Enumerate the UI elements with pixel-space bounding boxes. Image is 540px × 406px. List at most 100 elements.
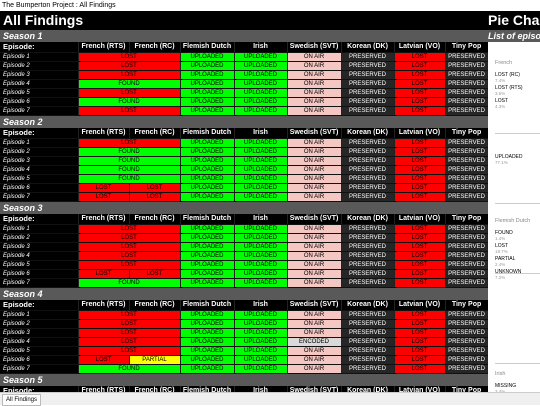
- french-status-cell[interactable]: FOUND: [78, 97, 181, 107]
- french-rc-cell[interactable]: LOST: [129, 192, 181, 202]
- korean-cell[interactable]: PRESERVED: [341, 328, 395, 338]
- irish-cell[interactable]: UPLOADED: [234, 138, 288, 148]
- flemish-cell[interactable]: UPLOADED: [180, 174, 235, 184]
- swedish-cell[interactable]: ON AIR: [287, 260, 342, 270]
- episode-label[interactable]: Episode 6: [0, 269, 79, 279]
- tiny-pop-cell[interactable]: PRESERVED: [445, 278, 488, 288]
- episode-label[interactable]: Episode 4: [0, 165, 79, 175]
- latvian-cell[interactable]: LOST: [394, 328, 446, 338]
- tiny-pop-cell[interactable]: PRESERVED: [445, 138, 488, 148]
- latvian-cell[interactable]: LOST: [394, 251, 446, 261]
- flemish-cell[interactable]: UPLOADED: [180, 192, 235, 202]
- episode-label[interactable]: Episode 7: [0, 192, 79, 202]
- swedish-cell[interactable]: ON AIR: [287, 355, 342, 365]
- latvian-cell[interactable]: LOST: [394, 355, 446, 365]
- french-status-cell[interactable]: LOST: [78, 242, 181, 252]
- latvian-cell[interactable]: LOST: [394, 165, 446, 175]
- episode-label[interactable]: Episode 4: [0, 251, 79, 261]
- french-status-cell[interactable]: LOST: [78, 346, 181, 356]
- flemish-cell[interactable]: UPLOADED: [180, 79, 235, 89]
- tiny-pop-cell[interactable]: PRESERVED: [445, 192, 488, 202]
- tiny-pop-cell[interactable]: PRESERVED: [445, 70, 488, 80]
- tiny-pop-cell[interactable]: PRESERVED: [445, 156, 488, 166]
- flemish-cell[interactable]: UPLOADED: [180, 337, 235, 347]
- episode-label[interactable]: Episode 5: [0, 174, 79, 184]
- episode-label[interactable]: Episode 5: [0, 346, 79, 356]
- korean-cell[interactable]: PRESERVED: [341, 192, 395, 202]
- korean-cell[interactable]: PRESERVED: [341, 242, 395, 252]
- episode-label[interactable]: Episode 1: [0, 224, 79, 234]
- flemish-cell[interactable]: UPLOADED: [180, 355, 235, 365]
- french-status-cell[interactable]: LOST: [78, 337, 181, 347]
- tiny-pop-cell[interactable]: PRESERVED: [445, 147, 488, 157]
- korean-cell[interactable]: PRESERVED: [341, 147, 395, 157]
- irish-cell[interactable]: UPLOADED: [234, 319, 288, 329]
- tiny-pop-cell[interactable]: PRESERVED: [445, 269, 488, 279]
- swedish-cell[interactable]: ON AIR: [287, 138, 342, 148]
- tiny-pop-cell[interactable]: PRESERVED: [445, 251, 488, 261]
- korean-cell[interactable]: PRESERVED: [341, 106, 395, 116]
- swedish-cell[interactable]: ON AIR: [287, 346, 342, 356]
- swedish-cell[interactable]: ON AIR: [287, 319, 342, 329]
- french-status-cell[interactable]: LOST: [78, 233, 181, 243]
- swedish-cell[interactable]: ON AIR: [287, 251, 342, 261]
- flemish-cell[interactable]: UPLOADED: [180, 88, 235, 98]
- latvian-cell[interactable]: LOST: [394, 346, 446, 356]
- irish-cell[interactable]: UPLOADED: [234, 355, 288, 365]
- latvian-cell[interactable]: LOST: [394, 97, 446, 107]
- tiny-pop-cell[interactable]: PRESERVED: [445, 106, 488, 116]
- korean-cell[interactable]: PRESERVED: [341, 269, 395, 279]
- latvian-cell[interactable]: LOST: [394, 278, 446, 288]
- episode-label[interactable]: Episode 2: [0, 319, 79, 329]
- latvian-cell[interactable]: LOST: [394, 260, 446, 270]
- irish-cell[interactable]: UPLOADED: [234, 79, 288, 89]
- flemish-cell[interactable]: UPLOADED: [180, 269, 235, 279]
- french-status-cell[interactable]: LOST: [78, 70, 181, 80]
- episode-label[interactable]: Episode 2: [0, 61, 79, 71]
- irish-cell[interactable]: UPLOADED: [234, 269, 288, 279]
- irish-cell[interactable]: UPLOADED: [234, 61, 288, 71]
- korean-cell[interactable]: PRESERVED: [341, 278, 395, 288]
- french-status-cell[interactable]: LOST: [78, 138, 181, 148]
- irish-cell[interactable]: UPLOADED: [234, 165, 288, 175]
- swedish-cell[interactable]: ON AIR: [287, 156, 342, 166]
- flemish-cell[interactable]: UPLOADED: [180, 260, 235, 270]
- flemish-cell[interactable]: UPLOADED: [180, 278, 235, 288]
- tiny-pop-cell[interactable]: PRESERVED: [445, 346, 488, 356]
- korean-cell[interactable]: PRESERVED: [341, 174, 395, 184]
- latvian-cell[interactable]: LOST: [394, 269, 446, 279]
- irish-cell[interactable]: UPLOADED: [234, 310, 288, 320]
- swedish-cell[interactable]: ON AIR: [287, 183, 342, 193]
- tiny-pop-cell[interactable]: PRESERVED: [445, 260, 488, 270]
- flemish-cell[interactable]: UPLOADED: [180, 183, 235, 193]
- korean-cell[interactable]: PRESERVED: [341, 88, 395, 98]
- swedish-cell[interactable]: ON AIR: [287, 224, 342, 234]
- korean-cell[interactable]: PRESERVED: [341, 337, 395, 347]
- flemish-cell[interactable]: UPLOADED: [180, 70, 235, 80]
- irish-cell[interactable]: UPLOADED: [234, 183, 288, 193]
- french-status-cell[interactable]: FOUND: [78, 278, 181, 288]
- episode-label[interactable]: Episode 6: [0, 97, 79, 107]
- latvian-cell[interactable]: LOST: [394, 183, 446, 193]
- tiny-pop-cell[interactable]: PRESERVED: [445, 310, 488, 320]
- korean-cell[interactable]: PRESERVED: [341, 251, 395, 261]
- episode-label[interactable]: Episode 6: [0, 183, 79, 193]
- korean-cell[interactable]: PRESERVED: [341, 165, 395, 175]
- latvian-cell[interactable]: LOST: [394, 310, 446, 320]
- latvian-cell[interactable]: LOST: [394, 156, 446, 166]
- swedish-cell[interactable]: ON AIR: [287, 88, 342, 98]
- irish-cell[interactable]: UPLOADED: [234, 233, 288, 243]
- french-status-cell[interactable]: LOST: [78, 224, 181, 234]
- french-rts-cell[interactable]: LOST: [78, 269, 130, 279]
- episode-label[interactable]: Episode 5: [0, 260, 79, 270]
- french-status-cell[interactable]: LOST: [78, 260, 181, 270]
- french-rts-cell[interactable]: LOST: [78, 183, 130, 193]
- flemish-cell[interactable]: UPLOADED: [180, 156, 235, 166]
- tiny-pop-cell[interactable]: PRESERVED: [445, 224, 488, 234]
- latvian-cell[interactable]: LOST: [394, 79, 446, 89]
- french-status-cell[interactable]: LOST: [78, 61, 181, 71]
- korean-cell[interactable]: PRESERVED: [341, 79, 395, 89]
- episode-label[interactable]: Episode 2: [0, 233, 79, 243]
- swedish-cell[interactable]: ON AIR: [287, 242, 342, 252]
- french-rc-cell[interactable]: PARTIAL: [129, 355, 181, 365]
